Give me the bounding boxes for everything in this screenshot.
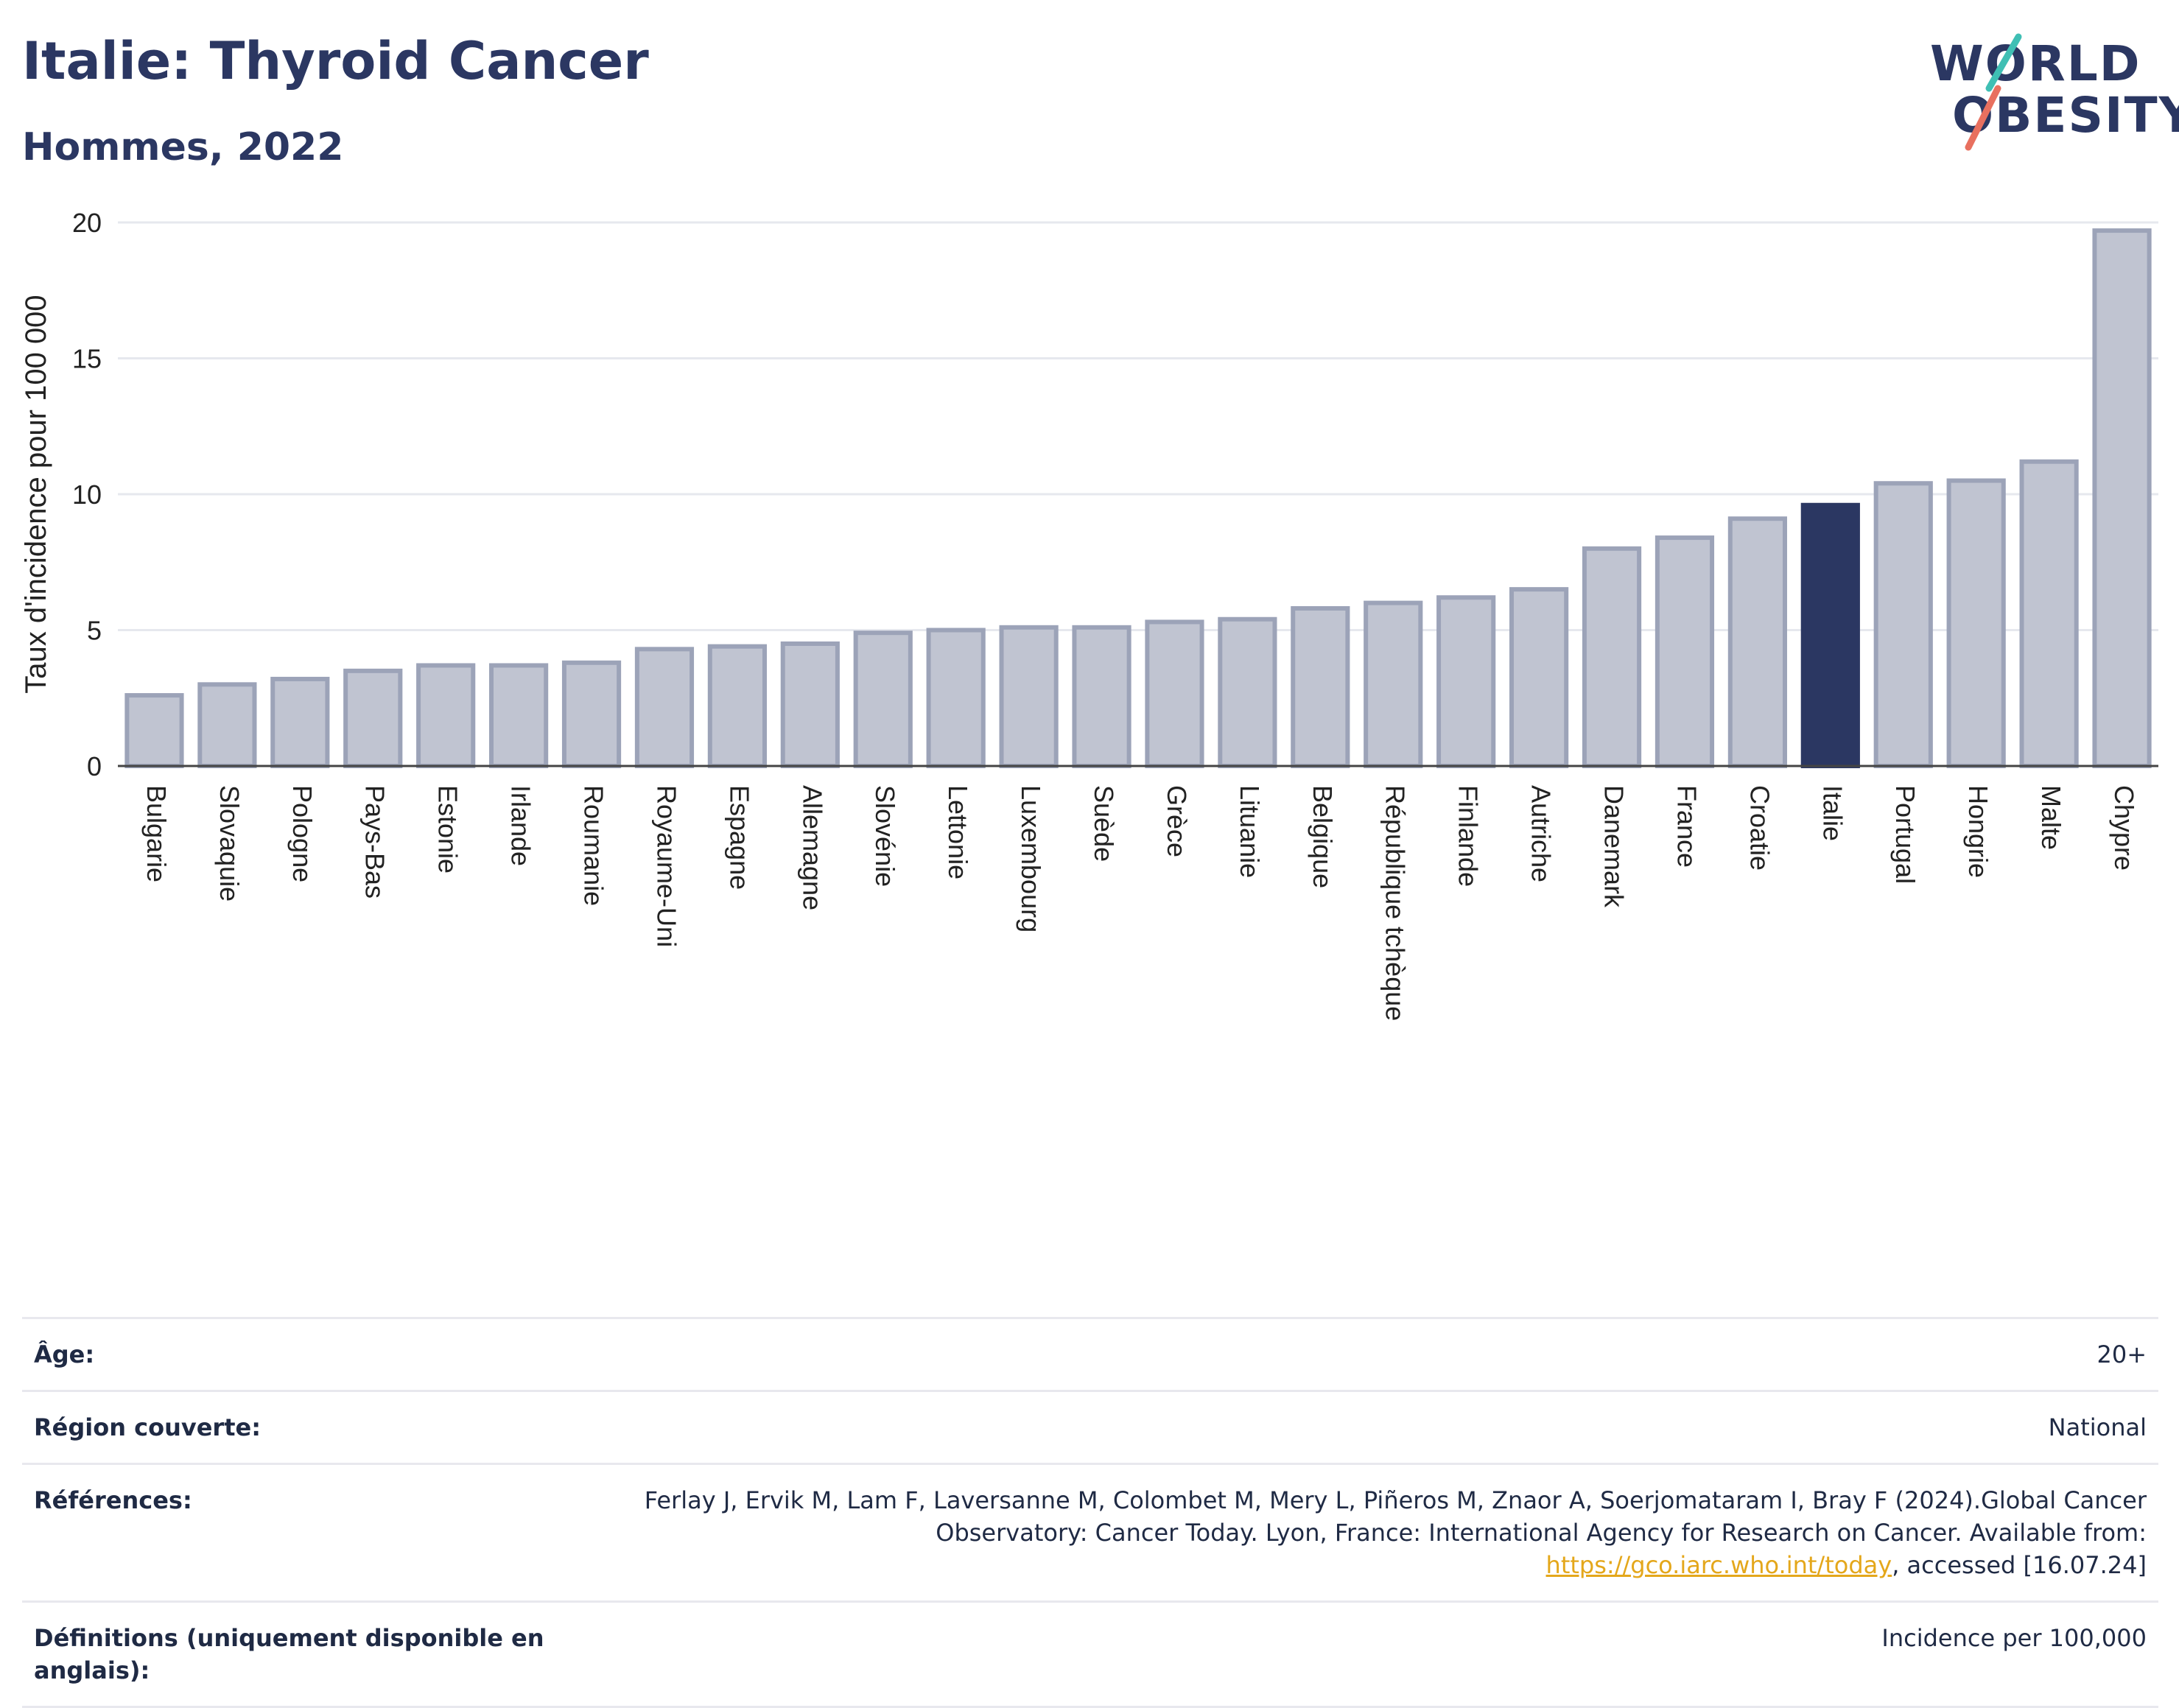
x-tick-label: Finlande [1453,785,1484,887]
bar [1364,600,1423,768]
meta-row-references: Références: Ferlay J, Ervik M, Lam F, La… [22,1463,2158,1600]
x-tick-label: Chypre [2109,785,2139,871]
references-text: Ferlay J, Ervik M, Lam F, Laversanne M, … [644,1486,2147,1547]
x-tick-label: Suède [1089,785,1119,862]
x-tick-label: Autriche [1526,785,1557,882]
bar [270,676,330,768]
bar [489,663,549,768]
y-tick-label: 5 [87,616,102,646]
x-tick-label: Espagne [724,785,754,890]
chart-subtitle: Hommes, 2022 [22,125,344,169]
x-tick-label: Slovaquie [214,785,245,902]
age-label: Âge: [34,1340,95,1368]
references-label: Références: [34,1486,192,1514]
x-tick-label: Bulgarie [141,785,172,882]
world-obesity-logo: WORLD OBESITY [1915,29,2179,162]
references-link[interactable]: https://gco.iarc.who.int/today [1545,1551,1892,1579]
bar-highlight [1800,502,1860,768]
x-tick-label: République tchèque [1380,785,1411,1021]
y-axis-label: Taux d'incidence pour 100 000 [20,295,52,693]
bar [707,644,767,769]
x-tick-label: Italie [1817,785,1848,841]
meta-row-region: Région couverte: National [22,1390,2158,1463]
x-tick-label: Malte [2036,785,2066,850]
bar [561,660,622,769]
x-tick-label: Lettonie [943,785,973,879]
references-suffix: , accessed [16.07.24] [1892,1551,2147,1579]
bar [124,693,184,768]
bar [1582,546,1642,768]
x-tick-label: Slovénie [870,785,900,887]
x-tick-label: Belgique [1308,785,1338,888]
bar [2092,228,2152,768]
logo-text-obesity: OBESITY [1952,87,2179,144]
x-tick-label: Hongrie [1963,785,1993,878]
bar [1072,625,1131,768]
x-tick-label: Allemagne [797,785,827,910]
bar [1873,481,1933,768]
logo-text-world: WORLD [1930,35,2141,92]
y-tick-label: 15 [72,344,102,374]
bars [124,228,2152,769]
logo-slash-icon [1965,33,2022,151]
bar [1218,616,1277,768]
x-tick-label: Irlande [506,785,536,866]
x-tick-label: Pays-Bas [360,785,390,899]
bar [197,682,257,768]
x-tick-label: Lituanie [1235,785,1265,878]
definitions-value: Incidence per 100,000 [1881,1624,2147,1652]
y-tick-labels: 0 5 10 15 20 [72,208,102,781]
bar [1436,595,1496,768]
bar [2019,459,2079,768]
age-value: 20+ [2096,1340,2147,1368]
x-tick-label: Roumanie [579,785,609,906]
y-tick-label: 20 [72,208,102,238]
x-tick-label: Estonie [433,785,463,874]
x-tick-label: Danemark [1599,785,1629,908]
y-tick-label: 10 [72,479,102,510]
references-value: Ferlay J, Ervik M, Lam F, Laversanne M, … [600,1484,2147,1581]
bar [853,630,913,768]
bar [1145,619,1204,768]
region-value: National [2048,1413,2147,1441]
region-label: Région couverte: [34,1413,261,1441]
bar [1655,535,1715,768]
bar [634,647,695,769]
x-tick-label: Royaume-Uni [651,785,681,947]
bar [780,641,840,769]
metadata-table: Âge: 20+ Région couverte: National Référ… [22,1317,2158,1708]
x-tick-label: Croatie [1744,785,1775,871]
meta-row-definitions: Définitions (uniquement disponible en an… [22,1600,2158,1708]
x-tick-label: Portugal [1890,785,1920,884]
x-tick-label: Pologne [287,785,317,882]
bar [1509,587,1569,769]
bar [343,668,403,768]
bar [1946,478,2006,768]
bar [416,663,476,768]
y-tick-label: 0 [87,751,102,781]
bar [999,625,1059,768]
bar [926,628,986,768]
x-tick-labels: Bulgarie Slovaquie Pologne Pays-Bas Estonie I… [141,785,2139,1021]
x-tick-label: Grèce [1162,785,1192,857]
bar-chart: 0 5 10 15 20 Bulgarie Slovaquie Pologne Pays-Ba… [20,208,2158,1021]
meta-row-age: Âge: 20+ [22,1317,2158,1390]
chart-title: Italie: Thyroid Cancer [22,31,649,91]
bar [1727,516,1787,768]
x-tick-label: Luxembourg [1016,785,1046,932]
definitions-label: Définitions (uniquement disponible en an… [34,1624,544,1684]
x-tick-label: France [1671,785,1702,868]
bar [1291,605,1350,768]
